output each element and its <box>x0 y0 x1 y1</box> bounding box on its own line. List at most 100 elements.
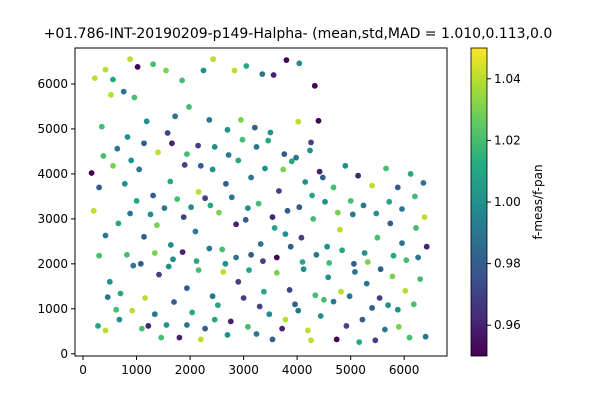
data-point <box>174 196 181 203</box>
data-point <box>110 162 116 169</box>
data-point <box>192 228 199 235</box>
data-point <box>387 220 394 227</box>
y-tick-label: 2000 <box>37 257 68 271</box>
data-point <box>147 211 154 218</box>
data-point <box>310 216 317 222</box>
data-point <box>211 144 218 150</box>
data-point <box>307 147 313 154</box>
data-point <box>376 295 383 301</box>
data-point <box>330 184 337 191</box>
data-point <box>245 205 251 212</box>
x-axis: 0 1000 2000 3000 4000 5000 6000 <box>79 356 419 377</box>
data-point <box>281 151 288 158</box>
data-point <box>193 258 200 264</box>
data-point <box>163 67 169 74</box>
data-point <box>324 243 330 250</box>
data-point <box>158 334 165 341</box>
data-point <box>337 226 343 233</box>
data-point <box>121 180 128 187</box>
data-point <box>88 170 95 176</box>
data-point <box>385 302 391 309</box>
data-point <box>209 293 216 300</box>
data-point <box>233 221 240 228</box>
data-point <box>270 72 277 78</box>
data-point <box>402 287 409 294</box>
data-point <box>179 249 186 256</box>
data-point <box>133 198 140 204</box>
x-tick-label: 3000 <box>228 363 259 377</box>
data-point <box>407 171 414 177</box>
chart-title: +01.786-INT-20190209-p149-Halpha- (mean,… <box>44 26 553 42</box>
data-point <box>128 157 135 164</box>
data-point <box>248 174 255 181</box>
y-tick-label: 6000 <box>37 77 68 91</box>
data-point <box>137 260 144 267</box>
data-point <box>257 241 264 247</box>
data-point <box>90 207 97 214</box>
data-point <box>231 67 238 74</box>
data-point <box>363 280 370 287</box>
data-point <box>145 323 152 329</box>
data-point <box>347 198 354 204</box>
data-point <box>279 325 285 332</box>
data-point <box>390 252 397 259</box>
data-point <box>287 243 294 250</box>
data-point <box>377 266 384 273</box>
colorbar-tick-label: 1.02 <box>494 133 521 147</box>
x-tick-label: 0 <box>79 363 87 377</box>
data-point <box>312 292 319 299</box>
data-point <box>343 323 350 329</box>
data-point <box>215 302 221 309</box>
colorbar-tick-label: 0.96 <box>494 318 521 332</box>
x-tick-label: 2000 <box>175 363 206 377</box>
x-tick-label: 6000 <box>389 363 420 377</box>
data-point <box>224 126 231 133</box>
x-tick-label: 5000 <box>335 363 366 377</box>
data-point <box>102 327 109 334</box>
data-point <box>202 195 209 202</box>
data-point <box>319 174 326 181</box>
colorbar-tick-label: 1.04 <box>494 72 521 86</box>
data-point <box>98 123 105 130</box>
data-point <box>282 316 289 323</box>
data-point <box>154 222 160 229</box>
data-point <box>227 318 234 325</box>
data-point <box>265 137 272 144</box>
data-point <box>273 269 280 276</box>
data-point <box>127 210 133 217</box>
data-point <box>151 250 158 256</box>
data-point <box>423 243 430 250</box>
y-axis: 0 1000 2000 3000 4000 5000 6000 <box>37 77 75 361</box>
colorbar-tick-label: 0.98 <box>494 257 521 271</box>
data-point <box>127 56 133 63</box>
data-point <box>176 334 183 341</box>
data-point <box>308 337 314 344</box>
data-point <box>120 88 127 95</box>
data-point <box>267 129 274 136</box>
data-point <box>395 323 402 330</box>
data-point <box>209 166 216 173</box>
data-point <box>172 113 179 120</box>
data-point <box>186 104 192 110</box>
data-point <box>242 216 249 223</box>
data-point <box>130 262 137 269</box>
data-point <box>372 337 379 344</box>
data-point <box>399 240 405 247</box>
data-point <box>284 207 291 214</box>
data-point <box>228 194 235 201</box>
data-point <box>113 306 120 313</box>
data-point <box>333 336 340 343</box>
data-point <box>256 303 263 310</box>
data-point <box>117 290 124 297</box>
data-point <box>114 145 121 152</box>
data-point <box>184 285 190 291</box>
data-point <box>150 61 157 68</box>
data-point <box>151 311 158 318</box>
data-point <box>136 166 143 173</box>
data-point <box>206 117 213 123</box>
data-point <box>238 117 244 123</box>
data-point <box>108 91 114 98</box>
data-point <box>386 198 393 205</box>
data-point <box>197 336 204 343</box>
data-point <box>295 307 302 314</box>
